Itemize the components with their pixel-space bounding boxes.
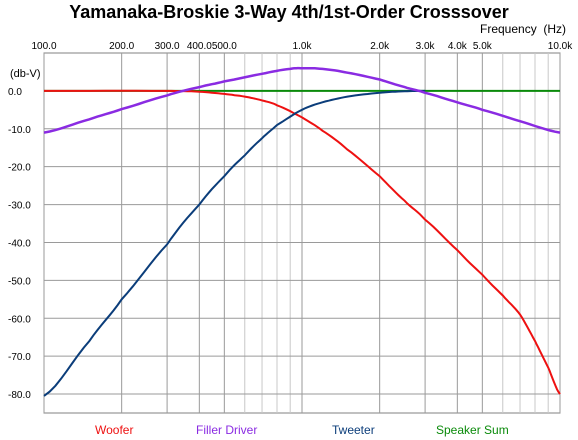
series-line-tweeter <box>43 89 426 397</box>
x-tick-label: 5.0k <box>473 41 493 52</box>
x-tick-label: 500.0 <box>212 41 237 52</box>
x-tick-label: 2.0k <box>370 41 390 52</box>
y-tick-label: -60.0 <box>8 314 31 325</box>
y-tick-label: -70.0 <box>8 352 31 363</box>
x-tick-label: 400.0 <box>187 41 212 52</box>
legend-speaker-sum: Speaker Sum <box>436 423 509 437</box>
series-line-woofer <box>44 89 561 395</box>
x-tick-label: 1.0k <box>293 41 313 52</box>
y-tick-label: -20.0 <box>8 163 31 174</box>
x-tick-label: 200.0 <box>109 41 134 52</box>
chart-title: Yamanaka-Broskie 3-Way 4th/1st-Order Cro… <box>69 2 509 22</box>
y-tick-label: -50.0 <box>8 276 31 287</box>
y-tick-label: -10.0 <box>8 125 31 136</box>
x-tick-label: 4.0k <box>448 41 468 52</box>
y-axis-unit-label: (db-V) <box>10 68 41 80</box>
x-tick-label: 100.0 <box>31 41 56 52</box>
y-tick-label: -80.0 <box>8 390 31 401</box>
y-tick-label: -30.0 <box>8 201 31 212</box>
series-line-filler-driver <box>43 66 561 134</box>
y-tick-label: -40.0 <box>8 238 31 249</box>
legend-woofer: Woofer <box>95 423 134 437</box>
x-tick-label: 10.0k <box>548 41 573 52</box>
x-axis-unit-label: Frequency (Hz) <box>480 22 567 36</box>
x-tick-label: 300.0 <box>155 41 180 52</box>
y-tick-label: 0.0 <box>8 87 22 98</box>
legend-filler-driver: Filler Driver <box>196 423 258 437</box>
legend-tweeter: Tweeter <box>332 423 375 437</box>
x-tick-label: 3.0k <box>416 41 436 52</box>
